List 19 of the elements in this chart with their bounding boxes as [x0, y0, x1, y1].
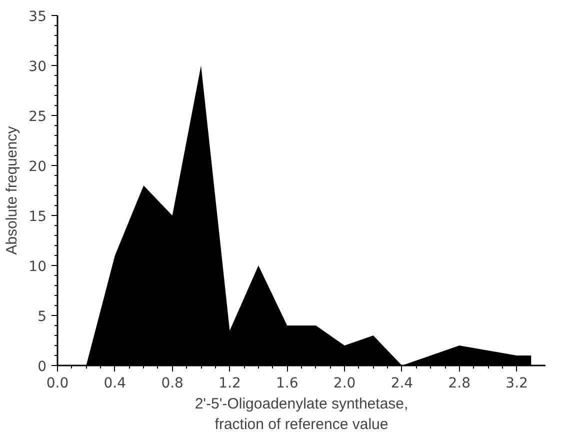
x-tick-label: 0.0	[46, 376, 69, 392]
x-tick-label: 2.0	[333, 376, 356, 392]
y-tick-label: 20	[28, 159, 47, 175]
x-axis-title: 2'-5'-Oligoadenylate synthetase, fraction of reference value	[194, 396, 408, 433]
y-tick-label: 30	[28, 59, 47, 75]
x-tick-label: 2.8	[448, 376, 471, 392]
x-tick-label: 2.4	[390, 376, 414, 392]
y-tick-label: 35	[28, 9, 47, 25]
x-tick-label: 0.4	[104, 376, 126, 392]
x-tick-label: 1.6	[276, 376, 298, 392]
y-tick-label: 10	[28, 259, 47, 275]
x-tick-label: 1.2	[218, 376, 241, 392]
y-tick-label: 25	[28, 109, 47, 125]
y-tick-label: 0	[38, 359, 47, 375]
x-tick-label: 3.2	[506, 376, 528, 392]
x-tick-label: 0.8	[161, 376, 184, 392]
y-axis-title: Absolute frequency	[4, 126, 21, 255]
y-tick-label: 5	[38, 309, 47, 325]
y-tick-label: 15	[28, 209, 47, 225]
